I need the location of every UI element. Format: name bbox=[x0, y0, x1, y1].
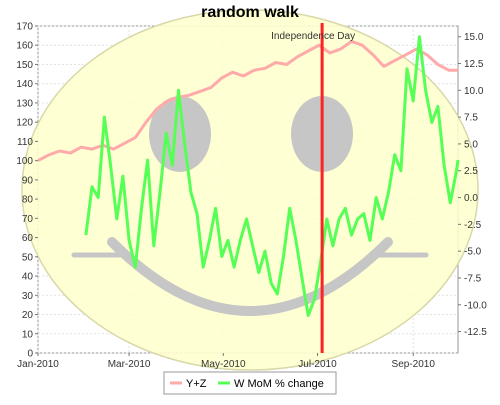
y-left-tick-label: 170 bbox=[16, 22, 33, 33]
y-right-tick-label: 10.0 bbox=[464, 86, 484, 97]
y-left-tick-label: 30 bbox=[22, 291, 34, 302]
y-left-tick-label: 120 bbox=[16, 118, 33, 129]
legend-label-w: W MoM % change bbox=[234, 378, 324, 390]
y-left-tick-label: 60 bbox=[22, 233, 34, 244]
smiley-face bbox=[21, 9, 479, 371]
y-left-tick-label: 10 bbox=[22, 329, 34, 340]
y-left-tick-label: 90 bbox=[22, 175, 34, 186]
y-left-tick-label: 40 bbox=[22, 272, 34, 283]
y-right-tick-label: 12.5 bbox=[464, 59, 484, 70]
y-left-tick-label: 20 bbox=[22, 310, 34, 321]
y-left-tick-label: 130 bbox=[16, 98, 33, 109]
y-right-tick-label: 15.0 bbox=[464, 32, 484, 43]
independence-day-label: Independence Day bbox=[271, 31, 355, 42]
y-left-tick-label: 150 bbox=[16, 60, 33, 71]
y-right-tick-label: -10.0 bbox=[464, 300, 487, 311]
series-line-w-mom bbox=[84, 35, 460, 317]
y-right-tick-label: -2.5 bbox=[464, 220, 482, 231]
y-left-tick-label: 100 bbox=[16, 156, 33, 167]
y-right-tick-label: 2.5 bbox=[464, 166, 478, 177]
y-left-tick-label: 70 bbox=[22, 214, 34, 225]
y-left-tick-label: 50 bbox=[22, 252, 34, 263]
legend: Y+Z W MoM % change bbox=[163, 371, 337, 395]
y-right-tick-label: -5.0 bbox=[464, 247, 482, 258]
x-tick-label: May-2010 bbox=[201, 359, 246, 370]
y-left-tick-label: 140 bbox=[16, 79, 33, 90]
chart-title: random walk bbox=[201, 4, 299, 21]
y-right-tick-label: 0.0 bbox=[464, 193, 478, 204]
x-tick-label: Jan-2010 bbox=[17, 359, 59, 370]
series-layer bbox=[37, 35, 460, 317]
y-left-tick-label: 160 bbox=[16, 41, 33, 52]
y-left-tick-label: 0 bbox=[27, 349, 33, 360]
smiley-mouth bbox=[107, 237, 393, 316]
legend-label-yz: Y+Z bbox=[186, 378, 207, 390]
y-right-tick-label: 7.5 bbox=[464, 113, 478, 124]
x-tick-label: Mar-2010 bbox=[108, 359, 151, 370]
y-right-tick-label: -12.5 bbox=[464, 327, 487, 338]
y-right-tick-label: 5.0 bbox=[464, 139, 478, 150]
axes: 0 10 20 30 40 50 60 70 80 90 100 110 120 130 140 150 160… bbox=[16, 22, 487, 371]
x-tick-label: Jul-2010 bbox=[298, 359, 337, 370]
y-left-tick-label: 110 bbox=[17, 137, 33, 148]
legend-box bbox=[163, 371, 337, 395]
y-left-tick-label: 80 bbox=[22, 195, 34, 206]
x-tick-label: Sep-2010 bbox=[392, 359, 436, 370]
y-right-tick-label: -7.5 bbox=[464, 273, 482, 284]
